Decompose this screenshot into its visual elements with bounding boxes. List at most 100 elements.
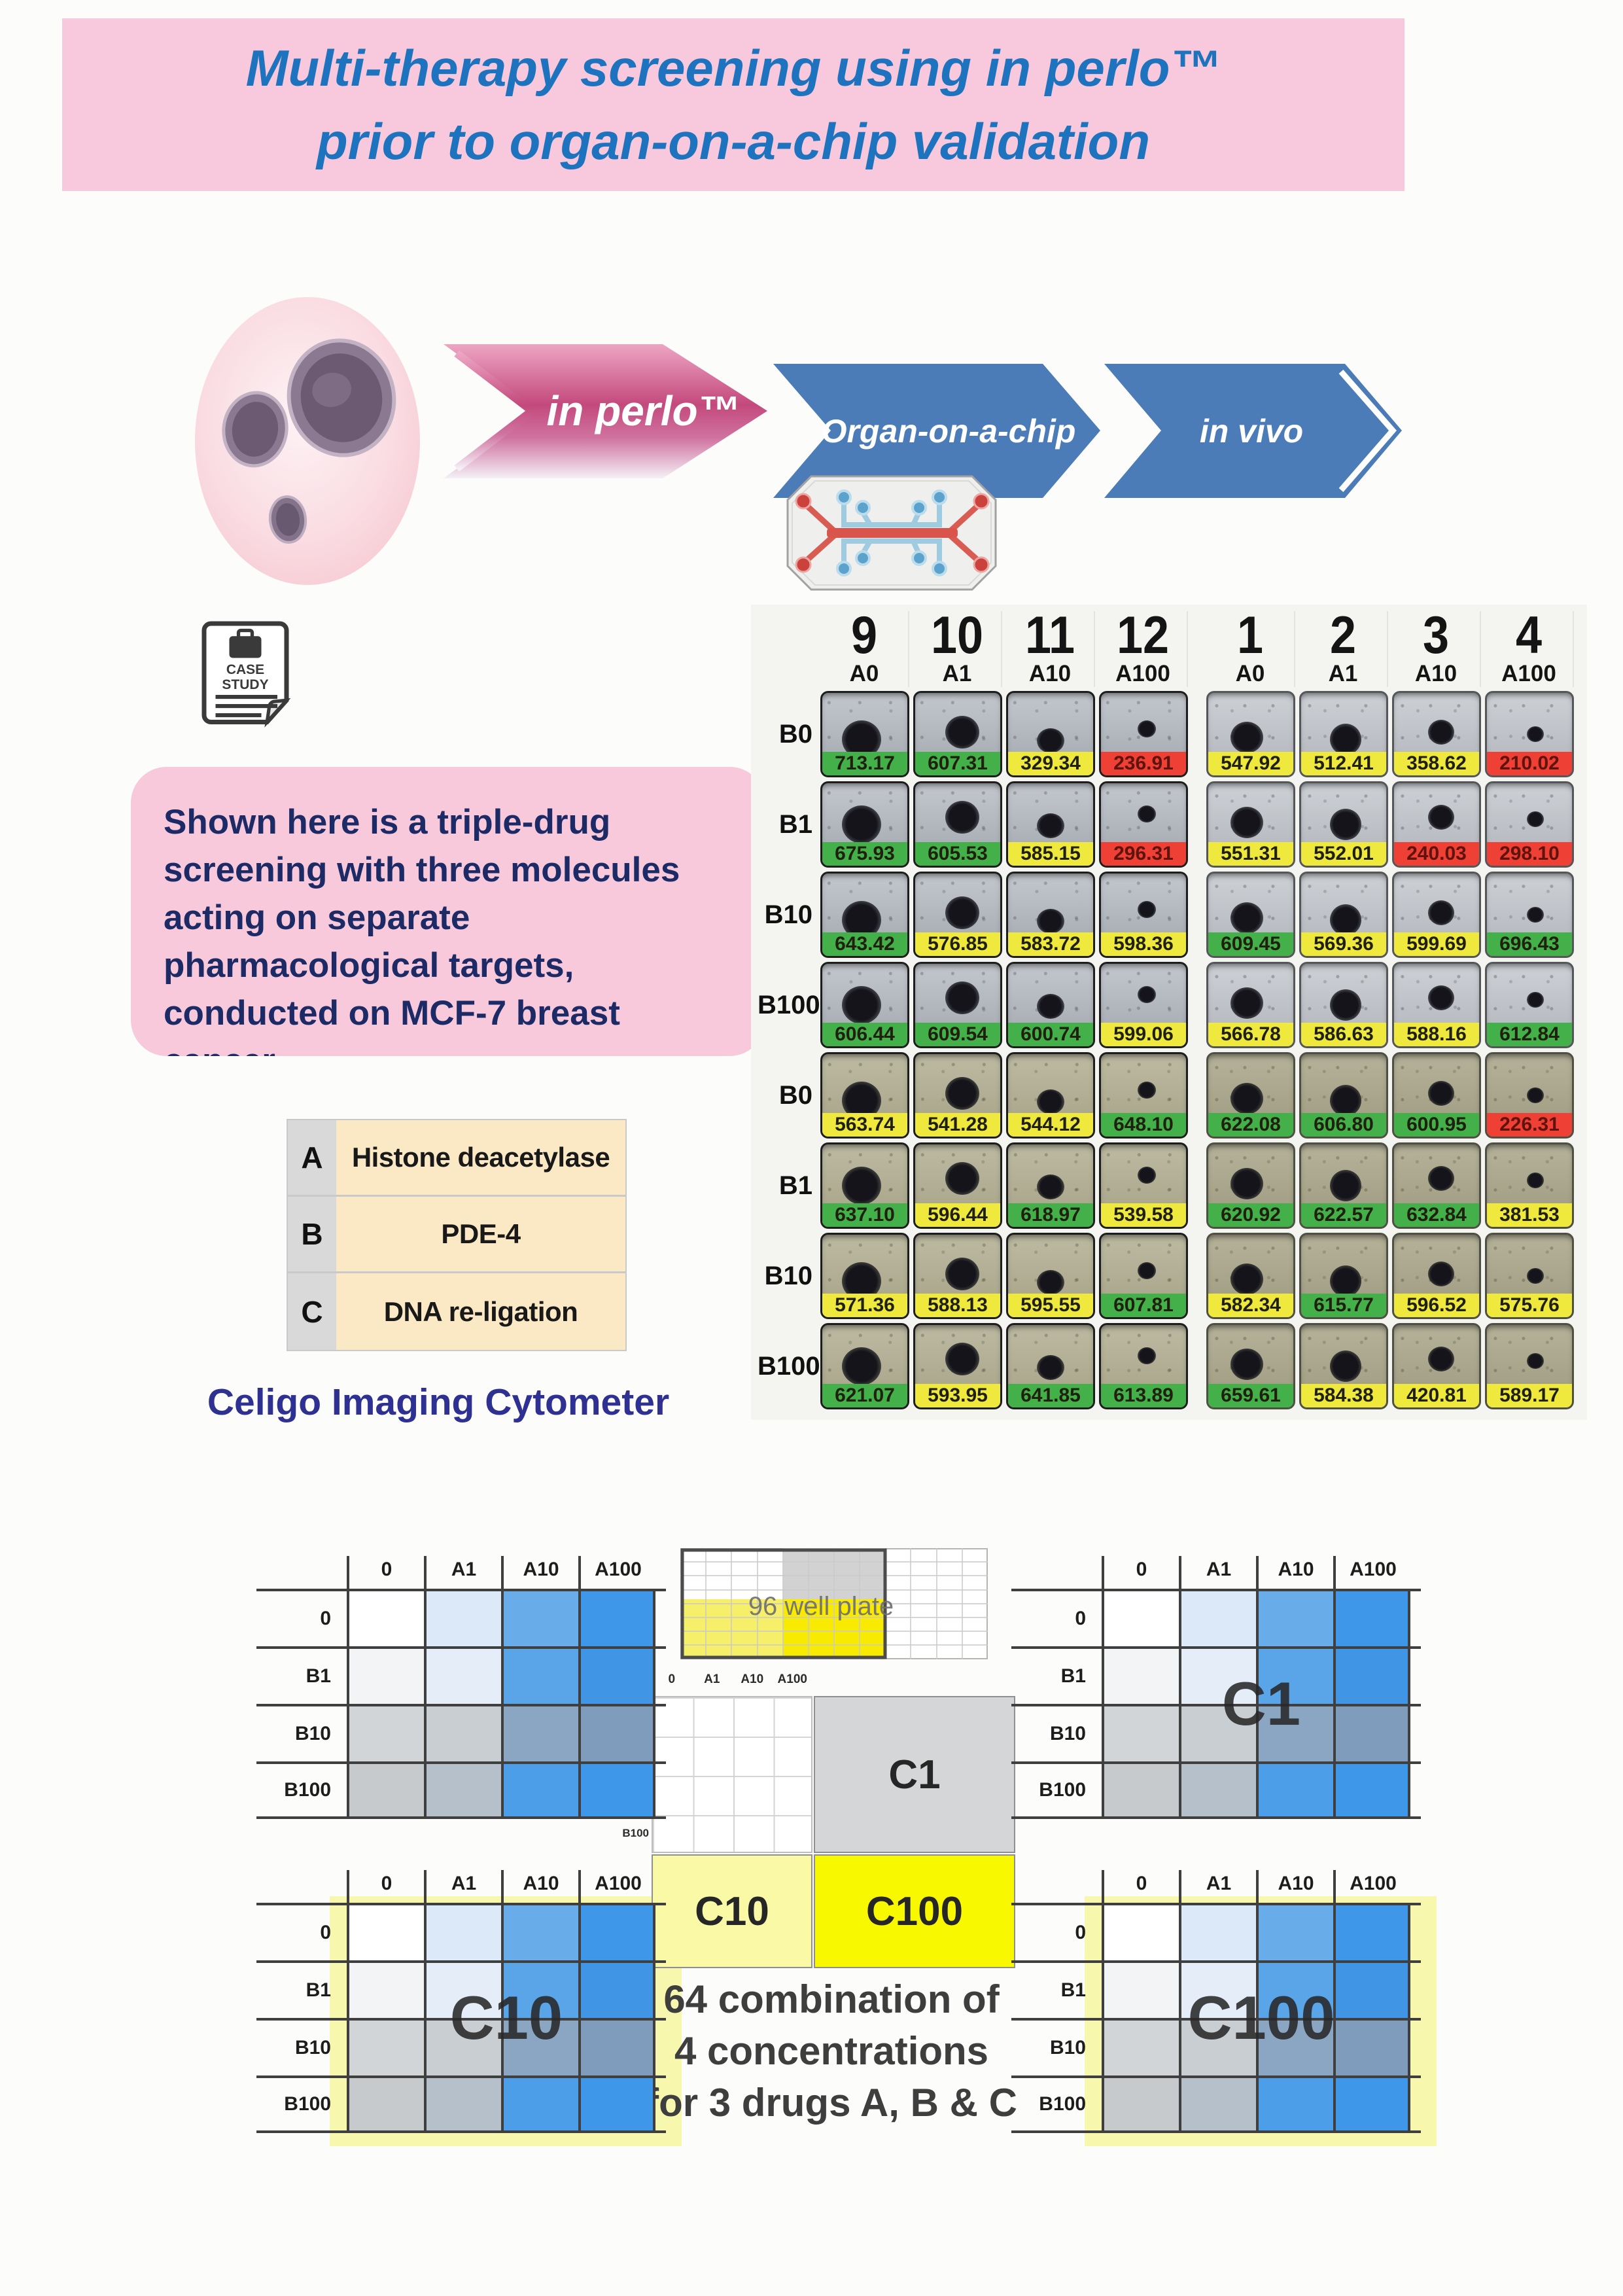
combo-col-header: 0: [1102, 1870, 1179, 1903]
well-image: 675.93: [820, 781, 909, 868]
spheroid-blob: [1037, 909, 1064, 934]
viability-strip: 569.36: [1301, 932, 1386, 956]
header-spacer: [256, 1556, 347, 1589]
spheroid-blob: [1427, 1081, 1454, 1106]
viability-value: 607.31: [928, 752, 988, 774]
combination-cell: [1102, 2078, 1179, 2130]
viability-strip: 552.01: [1301, 842, 1386, 866]
organoid-blob-small: [268, 495, 307, 544]
header-spacer: [256, 1870, 347, 1903]
combo-rows: 0 B1 B10: [256, 1903, 666, 2133]
combo-row: B100: [1011, 1761, 1421, 1819]
combo-col-header: A100: [1333, 1870, 1410, 1903]
well-image: 696.43: [1485, 872, 1574, 958]
spheroid-blob: [1037, 728, 1064, 754]
viability-value: 622.57: [1314, 1204, 1374, 1226]
well-image: 621.07: [820, 1323, 909, 1409]
well-image: 551.31: [1206, 781, 1295, 868]
table-row: C DNA re-ligation: [288, 1273, 625, 1350]
organoid-photo: [195, 297, 420, 585]
viability-value: 226.31: [1499, 1114, 1560, 1135]
combination-cell: [1333, 2021, 1410, 2075]
combination-cell: [1102, 2021, 1179, 2075]
combo-row-cells: [1102, 1963, 1410, 2018]
viability-value: 643.42: [835, 933, 895, 955]
column-concentration: A10: [1414, 661, 1457, 686]
combo-row-cells: [347, 2078, 655, 2130]
header-banner: Multi-therapy screening using in perlo™ …: [62, 18, 1405, 191]
combination-cell: [1102, 1591, 1179, 1646]
well-image: 609.54: [913, 962, 1002, 1048]
row-cells: 637.10 596.44 618.97: [820, 1142, 1578, 1229]
viability-value: 210.02: [1499, 752, 1560, 774]
page-title-line1: Multi-therapy screening using in perlo™: [245, 39, 1221, 97]
caption-line3: for 3 drugs A, B & C: [646, 2081, 1017, 2125]
viability-value: 613.89: [1113, 1385, 1174, 1406]
viability-strip: 713.17: [822, 752, 907, 775]
viability-value: 620.92: [1221, 1204, 1281, 1226]
pipeline-step-organ-on-a-chip: Organ-on-a-chip: [773, 364, 1100, 498]
well-image: 329.34: [1006, 691, 1095, 777]
header-spacer: [1011, 1870, 1102, 1903]
combo-row: 0: [1011, 1903, 1421, 1960]
cytometer-label: Celigo Imaging Cytometer: [207, 1381, 670, 1423]
combination-cell: [1256, 1649, 1333, 1704]
combo-col-header: A1: [424, 1870, 501, 1903]
c100-quadrant: C100: [814, 1854, 1015, 1968]
viability-value: 606.44: [835, 1023, 895, 1045]
combination-cell: [1256, 2021, 1333, 2075]
red-channels: [800, 499, 985, 567]
viability-strip: 566.78: [1208, 1023, 1293, 1046]
column-header: 9 A0: [820, 606, 909, 687]
combo-row-label: 0: [320, 1922, 331, 1943]
combo-col-header: A10: [501, 1870, 578, 1903]
well-image: 210.02: [1485, 691, 1574, 777]
combo-row-cells: [1102, 1764, 1410, 1816]
combo-rows: 0 B1 B10: [1011, 1903, 1421, 2133]
spheroid-blob: [1527, 907, 1544, 923]
well-image: 296.31: [1099, 781, 1188, 868]
combination-cell: [1333, 2078, 1410, 2130]
well-image: 569.36: [1299, 872, 1388, 958]
combination-caption: 64 combination of 4 concentrations for 3…: [619, 1973, 1044, 2128]
well-image: 541.28: [913, 1052, 1002, 1139]
viability-value: 586.63: [1314, 1023, 1374, 1045]
combo-row: B100: [256, 2075, 666, 2133]
combo-row-label: B1: [305, 1979, 331, 2001]
c0-mini-grid: [652, 1696, 812, 1853]
viability-value: 585.15: [1021, 843, 1081, 864]
viability-value: 420.81: [1406, 1385, 1467, 1406]
combination-cell: [347, 1706, 424, 1761]
column-number: 9: [850, 606, 878, 665]
combo-row-cells: [347, 1649, 655, 1704]
column-header: 10 A1: [913, 609, 1002, 687]
combination-cell: [347, 1764, 424, 1816]
viability-value: 606.80: [1314, 1114, 1374, 1135]
drug-targets-table: A Histone deacetylase B PDE-4 C DNA re-l…: [287, 1119, 627, 1351]
red-ports: [795, 493, 990, 573]
well-image: 643.42: [820, 872, 909, 958]
viability-strip: 622.08: [1208, 1113, 1293, 1137]
viability-strip: 595.55: [1008, 1294, 1093, 1317]
viability-value: 648.10: [1113, 1114, 1174, 1135]
combination-cell: [501, 1591, 578, 1646]
combination-cell: [347, 1591, 424, 1646]
well-image: 659.61: [1206, 1323, 1295, 1409]
spheroid-blob: [1037, 813, 1064, 839]
well-image: 584.38: [1299, 1323, 1388, 1409]
spheroid-blob: [1138, 1262, 1157, 1280]
drug-target: DNA re-ligation: [336, 1273, 625, 1350]
c1-quadrant: C1: [814, 1696, 1015, 1853]
spheroid-blob: [1527, 726, 1544, 742]
viability-value: 589.17: [1499, 1385, 1560, 1406]
spheroid-blob: [1527, 1087, 1544, 1103]
well-image: 588.13: [913, 1233, 1002, 1319]
combination-cell: [1256, 1706, 1333, 1761]
row-label: B100: [758, 990, 820, 1019]
well-image: 595.55: [1006, 1233, 1095, 1319]
well-image: 582.34: [1206, 1233, 1295, 1319]
column-header: 3 A10: [1392, 609, 1481, 687]
viability-strip: 547.92: [1208, 752, 1293, 775]
combination-cell: [501, 1649, 578, 1704]
spheroid-blob: [841, 1166, 881, 1205]
